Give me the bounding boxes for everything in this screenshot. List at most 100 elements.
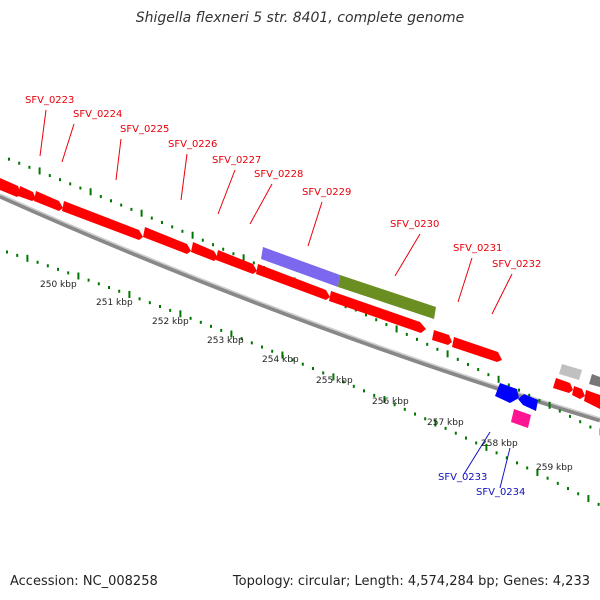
tick-mark <box>191 231 194 239</box>
tick-mark <box>281 351 284 359</box>
tick-mark <box>79 186 82 190</box>
forward-gene-label[interactable]: SFV_0226 <box>168 139 217 150</box>
reverse-gene-label[interactable]: SFV_0234 <box>476 487 525 498</box>
gene-arrow[interactable] <box>584 390 600 409</box>
tick-mark <box>487 373 490 377</box>
gene-arrow[interactable] <box>572 386 585 399</box>
tick-mark <box>375 318 378 322</box>
reverse-gene-label[interactable]: SFV_0233 <box>438 472 487 483</box>
forward-gene-label[interactable]: SFV_0227 <box>212 155 261 166</box>
tick-mark <box>128 291 131 299</box>
tick-mark <box>189 316 192 320</box>
tick-mark <box>416 337 418 341</box>
gene-arrow[interactable] <box>0 178 21 197</box>
tick-mark <box>485 443 488 451</box>
reverse-gene-arrow[interactable] <box>495 383 519 403</box>
tick-mark <box>67 271 70 275</box>
gene-arrow[interactable] <box>432 330 452 345</box>
gene-arrow[interactable] <box>216 250 257 274</box>
tick-mark <box>467 362 469 366</box>
scale-label: 254 kbp <box>262 355 299 365</box>
tick-mark <box>477 368 480 372</box>
gene-arrow[interactable] <box>329 291 426 333</box>
feature-block-olive[interactable] <box>338 275 436 319</box>
tick-mark <box>230 330 233 338</box>
tick-mark <box>8 157 10 161</box>
scale-label: 255 kbp <box>316 376 353 386</box>
tick-mark <box>87 278 90 282</box>
gene-arrow[interactable] <box>256 264 330 300</box>
tick-mark <box>528 393 531 397</box>
tick-mark <box>352 384 355 388</box>
tick-mark <box>538 399 541 403</box>
tick-mark <box>6 250 8 254</box>
tick-mark <box>497 375 500 383</box>
gene-arrow[interactable] <box>62 201 143 240</box>
forward-gene-label[interactable]: SFV_0232 <box>492 259 541 270</box>
pink-gene-block[interactable] <box>511 409 531 428</box>
tick-mark <box>18 161 21 165</box>
gene-arrow[interactable] <box>553 378 573 393</box>
tick-mark <box>138 297 141 301</box>
forward-gene-label[interactable]: SFV_0228 <box>254 169 303 180</box>
reverse-gene-arrow[interactable] <box>518 394 538 411</box>
feature-block-grey[interactable] <box>559 364 582 380</box>
tick-mark <box>383 396 386 404</box>
tick-mark <box>261 345 263 349</box>
tick-mark <box>199 320 202 324</box>
tick-mark <box>120 203 123 207</box>
forward-gene-label[interactable]: SFV_0231 <box>453 243 502 254</box>
tick-mark <box>212 243 214 247</box>
forward-gene-label[interactable]: SFV_0229 <box>302 187 351 198</box>
label-leader <box>394 233 421 277</box>
scale-label: 250 kbp <box>40 280 77 290</box>
gene-arrow[interactable] <box>452 337 502 362</box>
tick-mark <box>536 469 539 477</box>
tick-mark <box>546 476 549 480</box>
tick-mark <box>363 389 365 393</box>
forward-gene-label[interactable]: SFV_0224 <box>73 109 122 120</box>
feature-block-darkgrey[interactable] <box>589 374 600 387</box>
tick-mark <box>252 261 255 265</box>
tick-mark <box>171 225 174 229</box>
scale-label: 251 kbp <box>96 298 133 308</box>
scale-label: 256 kbp <box>372 397 409 407</box>
tick-mark <box>567 487 569 491</box>
scale-label: 258 kbp <box>481 439 518 449</box>
label-leader <box>457 257 473 303</box>
accession-text: Accession: NC_008258 <box>10 574 158 589</box>
gene-arrow[interactable] <box>34 191 63 211</box>
tick-mark <box>36 260 39 264</box>
tick-mark <box>548 401 551 409</box>
gene-arrow[interactable] <box>18 186 36 201</box>
tick-mark <box>332 373 335 381</box>
tick-mark <box>507 383 510 387</box>
gene-arrow[interactable] <box>143 227 191 254</box>
tick-mark <box>518 388 520 392</box>
label-leader <box>39 109 47 157</box>
label-leader <box>61 123 75 163</box>
feature-block-purple[interactable] <box>261 247 340 287</box>
tick-mark <box>99 195 102 199</box>
tick-mark <box>475 441 478 445</box>
tick-mark <box>77 272 80 280</box>
forward-gene-label[interactable]: SFV_0223 <box>25 95 74 106</box>
gene-labels: SFV_0223 SFV_0224 SFV_0225 SFV_0226 SFV_0227… <box>25 95 541 498</box>
tick-mark <box>232 252 235 256</box>
tick-mark <box>454 431 457 435</box>
tick-mark <box>150 216 153 220</box>
forward-gene-label[interactable]: SFV_0225 <box>120 124 169 135</box>
tick-mark <box>242 254 245 262</box>
tick-mark <box>48 174 51 178</box>
forward-gene-label[interactable]: SFV_0230 <box>390 219 439 230</box>
tick-mark <box>201 238 204 242</box>
tick-mark <box>210 324 212 328</box>
tick-mark <box>597 502 600 506</box>
gene-arrow[interactable] <box>191 242 218 261</box>
label-leader <box>491 273 513 315</box>
tick-mark <box>38 167 41 175</box>
tick-mark <box>140 209 143 217</box>
tick-mark <box>577 492 580 496</box>
tick-mark <box>161 220 163 224</box>
